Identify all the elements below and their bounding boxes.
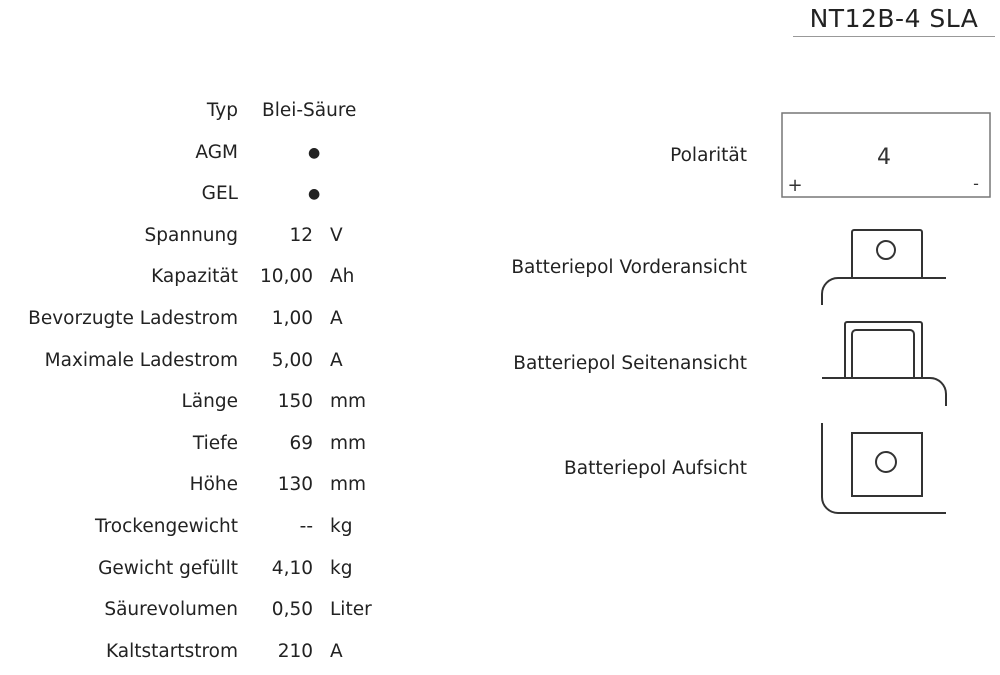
- spec-row: Maximale Ladestrom 5,00 A: [0, 346, 400, 376]
- front-view-label: Batteriepol Vorderansicht: [511, 257, 747, 278]
- polarity-diagram: 4 + -: [781, 112, 991, 198]
- spec-unit: A: [330, 349, 343, 371]
- spec-label: Maximale Ladestrom: [44, 349, 238, 371]
- spec-value: 4,10: [271, 557, 313, 579]
- spec-row: AGM ●: [0, 138, 400, 168]
- spec-unit: Ah: [330, 266, 355, 288]
- spec-label: Säurevolumen: [104, 599, 238, 621]
- spec-unit: A: [330, 640, 343, 662]
- top-view-label: Batteriepol Aufsicht: [564, 458, 747, 479]
- spec-unit: kg: [330, 516, 353, 537]
- spec-unit: mm: [330, 474, 367, 496]
- polarity-label: Polarität: [670, 145, 747, 166]
- spec-unit: V: [330, 224, 343, 246]
- minus-sign: -: [973, 174, 979, 193]
- spec-label: GEL: [201, 183, 238, 205]
- spec-label: Trockengewicht: [95, 516, 238, 537]
- side-view-terminal-icon: [822, 321, 947, 406]
- spec-label: Tiefe: [192, 432, 238, 454]
- front-view-terminal-icon: [821, 229, 946, 305]
- spec-unit: Liter: [330, 599, 372, 621]
- polarity-value: 4: [877, 145, 891, 170]
- spec-value: 150: [277, 391, 313, 413]
- spec-row: Tiefe 69 mm: [0, 429, 400, 459]
- spec-value: 69: [289, 432, 313, 454]
- spec-label: Höhe: [189, 474, 238, 496]
- spec-value: 12: [289, 224, 313, 246]
- spec-value: ●: [308, 186, 321, 203]
- spec-label: Typ: [206, 100, 238, 121]
- spec-unit: mm: [330, 391, 367, 413]
- spec-label: AGM: [195, 141, 238, 163]
- spec-unit: kg: [330, 557, 353, 579]
- spec-row: Kapazität 10,00 Ah: [0, 262, 400, 292]
- spec-label: Kaltstartstrom: [105, 640, 238, 662]
- spec-unit: A: [330, 308, 343, 329]
- spec-row: Höhe 130 mm: [0, 470, 400, 500]
- spec-row: Kaltstartstrom 210 A: [0, 637, 400, 667]
- spec-label: Bevorzugte Ladestrom: [28, 308, 238, 329]
- spec-value: 5,00: [271, 349, 313, 371]
- spec-label: Kapazität: [151, 266, 238, 288]
- spec-row: Gewicht gefüllt 4,10 kg: [0, 554, 400, 584]
- spec-label: Länge: [181, 391, 239, 413]
- spec-value: --: [299, 516, 313, 537]
- spec-value: 130: [277, 474, 313, 496]
- side-view-label: Batteriepol Seitenansicht: [513, 353, 747, 374]
- spec-row: Länge 150 mm: [0, 387, 400, 417]
- spec-value: Blei-Säure: [262, 100, 357, 121]
- product-title: NT12B-4 SLA: [793, 4, 995, 37]
- spec-value: 210: [277, 640, 313, 662]
- spec-value: 10,00: [260, 266, 313, 288]
- spec-row: Bevorzugte Ladestrom 1,00 A: [0, 304, 400, 334]
- spec-row: Säurevolumen 0,50 Liter: [0, 595, 400, 625]
- spec-value: ●: [308, 144, 321, 161]
- spec-row: Typ Blei-Säure: [0, 96, 400, 126]
- spec-value: 0,50: [271, 599, 313, 621]
- spec-row: Spannung 12 V: [0, 221, 400, 251]
- spec-row: Trockengewicht -- kg: [0, 512, 400, 542]
- top-view-terminal-icon: [821, 423, 946, 514]
- spec-label: Spannung: [144, 224, 238, 246]
- plus-sign: +: [787, 175, 802, 196]
- spec-label: Gewicht gefüllt: [98, 557, 238, 579]
- spec-unit: mm: [330, 432, 367, 454]
- spec-row: GEL ●: [0, 179, 400, 209]
- spec-value: 1,00: [271, 308, 313, 329]
